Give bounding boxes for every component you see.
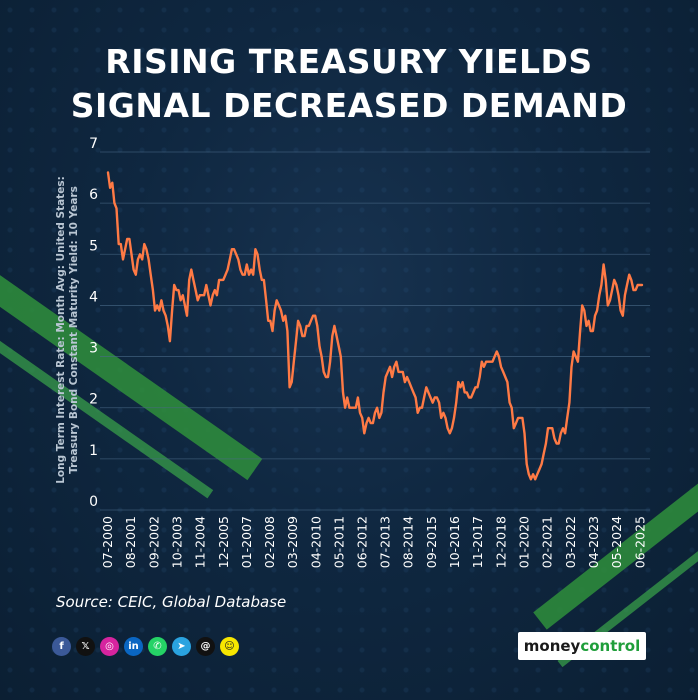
title-line-1: RISING TREASURY YIELDS [105, 42, 593, 81]
facebook-icon[interactable]: f [52, 637, 71, 656]
x-tick-label: 10-2003 [169, 516, 184, 568]
x-tick-label: 02-2008 [262, 516, 277, 568]
x-tick-label: 05-2011 [331, 516, 346, 568]
x-tick-label: 03-2009 [285, 516, 300, 568]
x-tick-label: 07-2000 [100, 516, 115, 568]
y-tick-label: 4 [89, 289, 98, 305]
y-tick-label: 6 [89, 187, 98, 203]
page-title: RISING TREASURY YIELDS SIGNAL DECREASED … [0, 40, 698, 128]
y-tick-label: 2 [89, 392, 98, 408]
x-tick-label: 04-2010 [308, 516, 323, 568]
x-icon[interactable]: 𝕏 [76, 637, 95, 656]
brand-part-1: money [523, 637, 581, 655]
y-tick-label: 7 [89, 136, 98, 152]
whatsapp-icon[interactable]: ✆ [148, 637, 167, 656]
x-tick-label: 03-2022 [563, 516, 578, 568]
x-tick-label: 04-2023 [586, 516, 601, 568]
y-tick-label: 1 [89, 443, 98, 459]
threads-icon[interactable]: @ [196, 637, 215, 656]
linkedin-icon[interactable]: in [124, 637, 143, 656]
title-line-2: SIGNAL DECREASED DEMAND [70, 86, 628, 125]
x-tick-label: 01-2007 [239, 516, 254, 568]
x-tick-label: 11-2004 [192, 516, 207, 568]
x-tick-label: 09-2015 [424, 516, 439, 568]
x-tick-label: 08-2014 [401, 516, 416, 568]
social-icons: f 𝕏 ◎ in ✆ ➤ @ ☺ [52, 637, 239, 656]
y-axis-label-line-1: Long Term Interest Rate: Month Avg: Unit… [55, 176, 67, 484]
brand-part-2: control [580, 637, 641, 655]
x-tick-label: 06-2012 [355, 516, 370, 568]
x-tick-label: 12-2018 [493, 516, 508, 568]
x-tick-label: 12-2005 [216, 516, 231, 568]
telegram-icon[interactable]: ➤ [172, 637, 191, 656]
x-tick-label: 11-2017 [470, 516, 485, 568]
series-line [106, 171, 644, 481]
moneycontrol-logo: money control [518, 632, 646, 660]
x-tick-label: 06-2025 [632, 516, 647, 568]
instagram-icon[interactable]: ◎ [100, 637, 119, 656]
x-tick-label: 08-2001 [123, 516, 138, 568]
y-tick-label: 5 [89, 238, 98, 254]
y-tick-label: 0 [89, 494, 98, 510]
x-tick-label: 01-2020 [517, 516, 532, 568]
x-tick-label: 05-2024 [609, 516, 624, 568]
x-tick-label: 02-2021 [540, 516, 555, 568]
x-tick-label: 09-2002 [146, 516, 161, 568]
x-tick-label: 07-2013 [378, 516, 393, 568]
y-tick-label: 3 [89, 341, 98, 357]
snapchat-icon[interactable]: ☺ [220, 637, 239, 656]
source-note: Source: CEIC, Global Database [56, 593, 287, 611]
y-axis-label-line-2: Treasury Bond Constant Maturity Yield: 1… [68, 186, 80, 474]
x-tick-label: 10-2016 [447, 516, 462, 568]
